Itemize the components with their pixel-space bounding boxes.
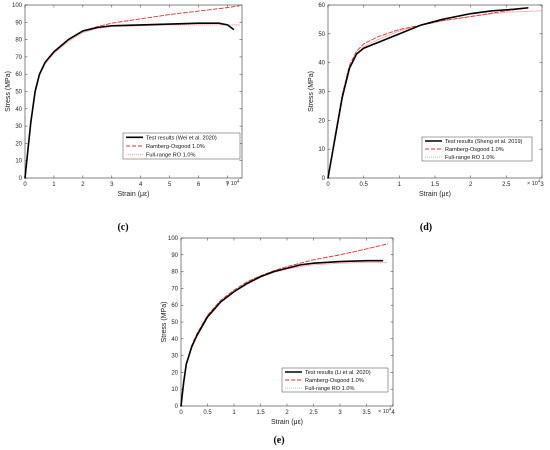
y-tick-label: 10 [15, 159, 22, 165]
panel-label: (c) [117, 222, 128, 233]
y-tick-label: 80 [15, 38, 22, 44]
y-tick-label: 10 [318, 147, 325, 153]
x-tick-label: 3 [540, 182, 544, 188]
panel-label: (d) [420, 222, 432, 233]
x-axis-multiplier: × 104 [378, 407, 392, 416]
x-axis-label: Strain (με) [271, 419, 303, 426]
y-tick-label: 40 [318, 61, 325, 67]
chart-panel-3: 0 0.5 1 1.5 2 2.5 3 3.5 40102030405060708090100S… [161, 236, 395, 446]
y-tick-label: 10 [171, 387, 178, 393]
y-axis-label: Stress (MPa) [161, 302, 168, 343]
x-tick-label: 0 [326, 182, 330, 188]
x-tick-label: 7 [226, 182, 230, 188]
y-tick-label: 0 [175, 404, 179, 410]
y-tick-label: 100 [12, 3, 23, 9]
x-tick-label: 2 [285, 410, 289, 416]
legend-label-3: Full-range RO 1.0% [146, 153, 195, 159]
x-axis-multiplier: × 104 [527, 179, 541, 188]
y-tick-label: 20 [15, 141, 22, 147]
y-tick-label: 0 [19, 176, 23, 182]
y-tick-label: 40 [171, 337, 178, 343]
x-tick-label: 0 [23, 182, 27, 188]
y-axis-label: Stress (MPa) [5, 71, 12, 112]
legend: Test results (Wei et al. 2020) Ramberg-Os… [122, 132, 241, 160]
y-tick-label: 90 [15, 20, 22, 26]
y-tick-label: 20 [171, 370, 178, 376]
x-tick-label: 3 [338, 410, 342, 416]
y-tick-label: 0 [322, 176, 326, 182]
legend-label-3: Full-range RO 1.0% [305, 386, 354, 392]
series-line-1 [327, 7, 529, 179]
y-tick-label: 40 [15, 107, 22, 113]
legend: Test results (Li et al. 2020) Ramberg-Osg… [281, 367, 389, 393]
y-tick-label: 30 [15, 124, 22, 130]
x-tick-label: 1.5 [431, 182, 440, 188]
y-tick-label: 70 [15, 55, 22, 61]
x-tick-label: 0.5 [203, 410, 212, 416]
legend-label-1: Test results (Sheng et al. 2019) [445, 139, 523, 145]
x-axis-label: Strain (με) [117, 191, 149, 198]
x-tick-label: 1.5 [256, 410, 265, 416]
panel-label: (e) [273, 435, 284, 446]
x-tick-label: 1 [232, 410, 236, 416]
x-tick-label: 3.5 [362, 410, 371, 416]
y-tick-label: 60 [15, 72, 22, 78]
x-tick-label: 4 [391, 410, 395, 416]
y-tick-label: 50 [15, 90, 22, 96]
x-tick-label: 4 [139, 182, 143, 188]
x-tick-label: 0.5 [359, 182, 368, 188]
legend-label-2: Ramberg-Osgood 1.0% [305, 378, 364, 384]
y-tick-label: 90 [171, 253, 178, 259]
x-tick-label: 0 [179, 410, 183, 416]
legend-label-2: Ramberg-Osgood 1.0% [146, 144, 205, 150]
legend-label-2: Ramberg-Osgood 1.0% [445, 147, 504, 153]
x-tick-label: 5 [168, 182, 172, 188]
y-tick-label: 20 [318, 118, 325, 124]
legend: Test results (Sheng et al. 2019) Ramberg-… [421, 136, 533, 162]
y-tick-label: 80 [171, 270, 178, 276]
x-tick-label: 2.5 [502, 182, 511, 188]
series-line-1 [180, 259, 384, 407]
x-axis-label: Strain (με) [419, 191, 451, 198]
series-line-1 [24, 22, 235, 179]
legend-label-1: Test results (Li et al. 2020) [305, 370, 371, 376]
y-tick-label: 50 [318, 32, 325, 38]
y-tick-label: 30 [171, 354, 178, 360]
x-tick-label: 1 [52, 182, 56, 188]
x-axis-multiplier: × 104 [226, 179, 240, 188]
y-tick-label: 30 [318, 90, 325, 96]
y-tick-label: 70 [171, 286, 178, 292]
y-tick-label: 100 [168, 236, 179, 242]
legend-label-1: Test results (Wei et al. 2020) [146, 135, 217, 141]
y-tick-label: 60 [171, 303, 178, 309]
y-tick-label: 60 [318, 3, 325, 9]
y-tick-label: 50 [171, 320, 178, 326]
x-tick-label: 3 [110, 182, 114, 188]
x-tick-label: 2 [81, 182, 85, 188]
x-tick-label: 2 [469, 182, 473, 188]
legend-label-3: Full-range RO 1.0% [445, 155, 494, 161]
x-tick-label: 6 [197, 182, 201, 188]
y-axis-label: Stress (MPa) [308, 71, 315, 112]
x-tick-label: 1 [398, 182, 402, 188]
x-tick-label: 2.5 [309, 410, 318, 416]
